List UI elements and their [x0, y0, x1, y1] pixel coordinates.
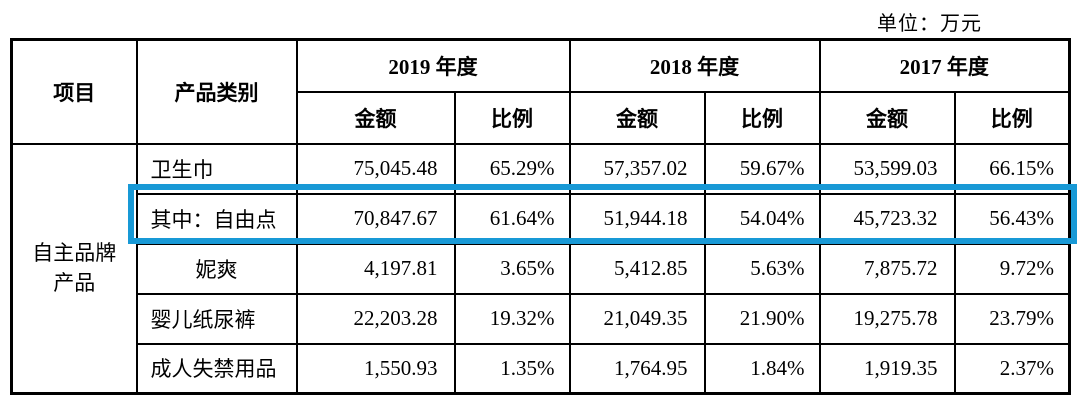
category-cell: 妮爽 [135, 242, 298, 295]
ratio-2018-cell: 54.04% [703, 192, 821, 245]
header-row-years: 项目 产品类别 2019 年度 2018 年度 2017 年度 [10, 38, 1071, 145]
header-year-2019: 2019 年度 [295, 38, 571, 93]
amount-2017-cell: 45,723.32 [818, 192, 956, 245]
header-category: 产品类别 [135, 38, 298, 145]
header-year-2017: 2017 年度 [818, 38, 1071, 93]
table-row-highlighted: 其中：自由点 70,847.67 61.64% 51,944.18 54.04%… [12, 192, 1071, 245]
amount-2018-cell: 5,412.85 [568, 242, 706, 295]
amount-2018-cell: 51,944.18 [568, 192, 706, 245]
table-row: 婴儿纸尿裤 22,203.28 19.32% 21,049.35 21.90% … [12, 292, 1071, 345]
header-ratio-2017: 比例 [953, 90, 1071, 145]
item-group-cell: 自主品牌产品 [10, 142, 138, 395]
amount-2018-cell: 1,764.95 [568, 342, 706, 395]
amount-2019-cell: 75,045.48 [295, 142, 456, 195]
header-amount-2017: 金额 [818, 90, 956, 145]
ratio-2018-cell: 21.90% [703, 292, 821, 345]
ratio-2019-cell: 19.32% [453, 292, 571, 345]
amount-2019-cell: 22,203.28 [295, 292, 456, 345]
table-row: 自主品牌产品 卫生巾 75,045.48 65.29% 57,357.02 59… [10, 142, 1071, 395]
ratio-2018-cell: 59.67% [703, 142, 821, 195]
header-amount-2019: 金额 [295, 90, 456, 145]
amount-2017-cell: 53,599.03 [818, 142, 956, 195]
ratio-2018-cell: 1.84% [703, 342, 821, 395]
product-revenue-table: 项目 产品类别 2019 年度 2018 年度 2017 年度 金额 比例 金额… [10, 38, 1071, 395]
ratio-2017-cell: 23.79% [953, 292, 1071, 345]
category-cell: 婴儿纸尿裤 [135, 292, 298, 345]
ratio-2017-cell: 9.72% [953, 242, 1071, 295]
header-ratio-2019: 比例 [453, 90, 571, 145]
amount-2017-cell: 1,919.35 [818, 342, 956, 395]
category-cell: 成人失禁用品 [135, 342, 298, 395]
table-row: 妮爽 4,197.81 3.65% 5,412.85 5.63% 7,875.7… [12, 242, 1071, 295]
amount-2017-cell: 19,275.78 [818, 292, 956, 345]
amount-2018-cell: 57,357.02 [568, 142, 706, 195]
unit-label: 单位：万元 [877, 13, 982, 35]
category-cell: 其中：自由点 [135, 192, 298, 245]
amount-2018-cell: 21,049.35 [568, 292, 706, 345]
header-ratio-2018: 比例 [703, 90, 821, 145]
ratio-2019-cell: 61.64% [453, 192, 571, 245]
header-year-2018: 2018 年度 [568, 38, 821, 93]
ratio-2017-cell: 66.15% [953, 142, 1071, 195]
ratio-2019-cell: 3.65% [453, 242, 571, 295]
ratio-2017-cell: 56.43% [953, 192, 1071, 245]
amount-2019-cell: 70,847.67 [295, 192, 456, 245]
item-group-label: 自主品牌产品 [32, 240, 117, 296]
ratio-2017-cell: 2.37% [953, 342, 1071, 395]
ratio-2019-cell: 1.35% [453, 342, 571, 395]
header-amount-2018: 金额 [568, 90, 706, 145]
amount-2017-cell: 7,875.72 [818, 242, 956, 295]
header-row-subheaders: 金额 比例 金额 比例 金额 比例 [12, 90, 1071, 145]
amount-2019-cell: 1,550.93 [295, 342, 456, 395]
table-row: 成人失禁用品 1,550.93 1.35% 1,764.95 1.84% 1,9… [12, 342, 1071, 395]
header-item: 项目 [10, 38, 138, 145]
ratio-2019-cell: 65.29% [453, 142, 571, 195]
category-cell: 卫生巾 [135, 142, 298, 195]
ratio-2018-cell: 5.63% [703, 242, 821, 295]
amount-2019-cell: 4,197.81 [295, 242, 456, 295]
